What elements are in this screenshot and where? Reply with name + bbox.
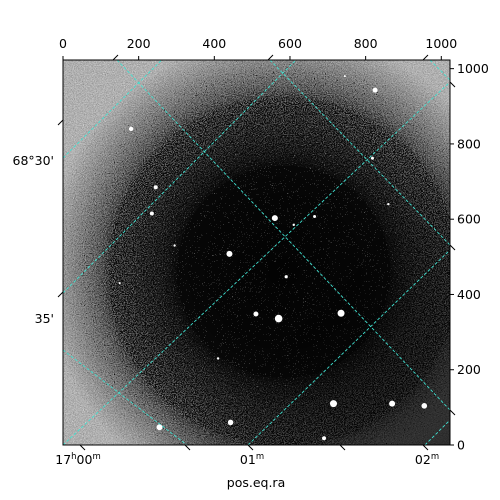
grid-line: [63, 349, 188, 445]
grid-line: [424, 419, 450, 445]
coordinate-grid: [63, 60, 450, 445]
ra-tick-label: 17h00m: [55, 452, 100, 467]
top-tick-label: 200: [127, 36, 151, 51]
ra-tick-labels: 17h00m 01m 02m: [55, 452, 439, 467]
star: [226, 250, 233, 257]
world-tick-mark: [449, 244, 456, 251]
image-panel: [63, 60, 450, 445]
star: [387, 202, 390, 206]
star: [253, 311, 259, 317]
right-pixel-axis: 0 200 400 600 800 1000: [450, 61, 489, 453]
dec-tick-labels: 68°30' 35': [13, 153, 55, 326]
star: [149, 211, 154, 216]
right-tick-label: 1000: [457, 61, 489, 76]
right-tick-label: 0: [457, 438, 465, 453]
grid-line: [247, 249, 450, 445]
top-tick-label: 800: [354, 36, 378, 51]
star: [292, 223, 295, 227]
star: [153, 185, 158, 190]
sky-dark-corner: [63, 60, 450, 445]
ra-tick-label: 02m: [415, 452, 439, 467]
star: [274, 314, 283, 323]
star: [370, 156, 374, 160]
right-tick-label: 600: [457, 212, 481, 227]
top-tick-label: 600: [278, 36, 302, 51]
plot-frame: [62, 59, 451, 446]
world-tick-mark: [57, 291, 64, 298]
world-tick-mark: [247, 444, 254, 451]
star: [173, 244, 176, 247]
right-tick-label: 200: [457, 362, 481, 377]
top-tick-label: 400: [202, 36, 226, 51]
grid-line: [63, 81, 450, 445]
star: [118, 282, 121, 285]
ra-tick-label: 01m: [240, 452, 264, 467]
top-tick-label: 0: [59, 36, 67, 51]
star: [128, 126, 134, 132]
world-tick-mark: [57, 119, 64, 126]
x-axis-title: pos.eq.ra: [227, 475, 285, 490]
world-tick-mark: [112, 54, 119, 61]
world-tick-mark: [79, 444, 86, 451]
star: [227, 419, 234, 426]
star: [421, 403, 428, 409]
dec-tick-label: 35': [35, 311, 54, 326]
world-tick-marks: [57, 54, 456, 451]
star: [271, 215, 278, 222]
star: [284, 275, 288, 279]
bottom-pixel-axis: 0 200 400 600 800 1000: [59, 36, 457, 60]
top-tick-label: 1000: [425, 36, 457, 51]
dec-tick-label: 68°30': [13, 153, 55, 168]
grid-line: [63, 60, 163, 159]
star: [322, 436, 327, 441]
world-tick-mark: [422, 444, 429, 451]
star-field: [118, 75, 428, 441]
world-tick-mark: [449, 409, 456, 416]
world-tick-mark: [449, 81, 456, 88]
right-tick-label: 400: [457, 287, 481, 302]
world-tick-mark: [267, 54, 274, 61]
world-tick-mark: [422, 54, 429, 61]
star: [389, 400, 396, 407]
star: [372, 87, 378, 93]
grid-line: [269, 60, 450, 246]
star: [343, 75, 346, 78]
star: [156, 424, 163, 431]
world-tick-mark: [184, 444, 191, 451]
right-tick-label: 800: [457, 136, 481, 151]
star: [313, 215, 317, 219]
grid-line: [116, 60, 450, 411]
star: [337, 309, 345, 317]
world-tick-mark: [339, 444, 346, 451]
star: [216, 357, 220, 360]
star: [329, 400, 337, 408]
